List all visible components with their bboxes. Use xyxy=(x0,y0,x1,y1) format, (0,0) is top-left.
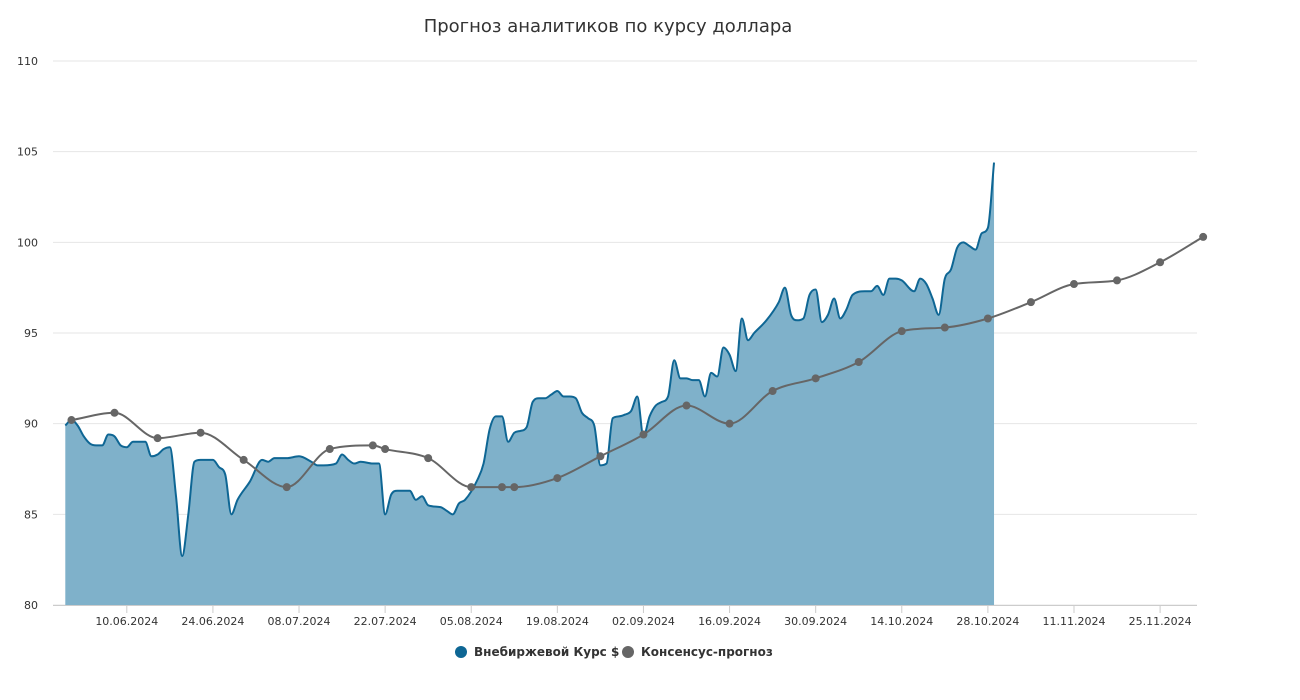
consensus-point xyxy=(983,314,992,323)
consensus-point xyxy=(424,454,433,463)
consensus-point xyxy=(1113,276,1122,285)
consensus-point xyxy=(940,323,949,332)
consensus-point xyxy=(497,483,506,492)
legend-marker-usd xyxy=(455,646,467,658)
consensus-point xyxy=(682,401,691,410)
consensus-point xyxy=(553,474,562,483)
y-tick-label: 105 xyxy=(17,146,38,159)
consensus-point xyxy=(1069,280,1078,289)
consensus-point xyxy=(239,455,248,464)
consensus-point xyxy=(325,445,334,454)
x-tick-label: 19.08.2024 xyxy=(526,615,589,628)
usd-rate-area xyxy=(65,162,995,606)
x-tick-label: 24.06.2024 xyxy=(181,615,244,628)
consensus-point xyxy=(811,374,820,383)
x-tick-label: 10.06.2024 xyxy=(95,615,158,628)
consensus-point xyxy=(897,327,906,336)
consensus-point xyxy=(110,408,119,417)
consensus-point xyxy=(1199,232,1208,241)
consensus-point xyxy=(596,452,605,461)
y-tick-label: 95 xyxy=(24,327,38,340)
consensus-point xyxy=(381,445,390,454)
x-tick-label: 05.08.2024 xyxy=(440,615,503,628)
y-tick-label: 100 xyxy=(17,236,38,249)
legend-marker-consensus xyxy=(622,646,634,658)
x-tick-label: 08.07.2024 xyxy=(268,615,331,628)
legend-item-usd[interactable]: Внебиржевой Курс $ xyxy=(455,645,619,659)
x-tick-label: 02.09.2024 xyxy=(612,615,675,628)
x-tick-label: 28.10.2024 xyxy=(956,615,1019,628)
consensus-point xyxy=(1026,298,1035,307)
legend-label-consensus: Консенсус-прогноз xyxy=(641,645,773,659)
consensus-point xyxy=(368,441,377,450)
consensus-point xyxy=(467,483,476,492)
consensus-point xyxy=(854,358,863,367)
plot-area xyxy=(64,162,1208,606)
legend-label-usd: Внебиржевой Курс $ xyxy=(474,645,619,659)
x-tick-label: 22.07.2024 xyxy=(354,615,417,628)
x-tick-label: 11.11.2024 xyxy=(1042,615,1105,628)
y-tick-label: 80 xyxy=(24,599,38,612)
axes: 80 85 90 95 100 105 110 10.06.2024 24.06.2024 08.… xyxy=(17,55,1197,628)
y-tick-label: 110 xyxy=(17,55,38,68)
usd-rate-line xyxy=(64,162,996,558)
y-tick-label: 90 xyxy=(24,418,38,431)
consensus-point xyxy=(639,430,648,439)
consensus-point xyxy=(510,483,519,492)
chart-title: Прогноз аналитиков по курсу доллара xyxy=(424,16,793,37)
consensus-point xyxy=(1156,258,1165,267)
consensus-point xyxy=(196,428,205,437)
consensus-point xyxy=(768,387,777,396)
consensus-point xyxy=(67,416,76,425)
consensus-point xyxy=(725,419,734,428)
legend: Внебиржевой Курс $ Консенсус-прогноз xyxy=(455,645,773,659)
legend-item-consensus[interactable]: Консенсус-прогноз xyxy=(622,645,773,659)
x-tick-label: 14.10.2024 xyxy=(870,615,933,628)
consensus-point xyxy=(153,434,162,443)
x-tick-label: 30.09.2024 xyxy=(784,615,847,628)
y-tick-label: 85 xyxy=(24,508,38,521)
x-tick-label: 16.09.2024 xyxy=(698,615,761,628)
consensus-point xyxy=(282,483,291,492)
x-tick-label: 25.11.2024 xyxy=(1129,615,1192,628)
